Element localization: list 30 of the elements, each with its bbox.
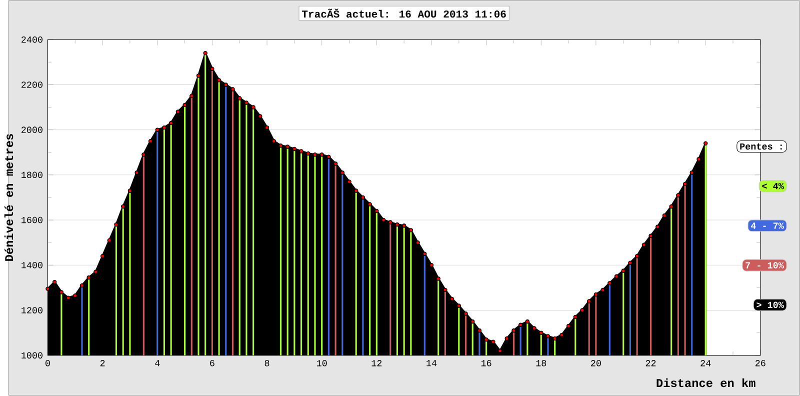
x-tick-label: 24 [700,360,711,366]
x-axis-title: Distance en km [656,378,756,388]
legend-title: Pentes : [740,143,782,150]
y-tick-label: 1200 [22,307,42,314]
y-tick-label: 1600 [22,216,42,224]
x-tick-label: 4 [155,360,160,366]
text: > 10% [756,302,784,308]
y-tick-label: 1800 [22,172,42,178]
x-tick-label: 22 [646,360,656,366]
x-tick-label: 12 [372,360,382,366]
x-tick-label: 8 [264,360,270,366]
text: 4 - 7% [750,222,784,229]
x-tick-label: 2 [100,360,105,366]
x-tick-label: 20 [591,360,601,366]
x-tick-label: 18 [536,360,546,366]
text: 7 - 10% [746,262,784,268]
x-tick-label: 10 [316,360,327,366]
y-tick-label: 1000 [22,352,42,359]
x-tick-label: 26 [756,360,766,366]
text: < 4% [762,183,784,190]
y-tick-label: 2400 [22,36,42,43]
x-tick-label: 0 [46,360,50,366]
x-tick-label: 14 [426,360,437,366]
y-tick-label: 2000 [22,126,42,133]
y-tick-label: 2200 [22,82,42,88]
y-axis-title: Dénivelé en metres [4,134,14,261]
y-tick-label: 1400 [22,262,42,268]
chart-title: TracÃŠ actuel: 16 AOU 2013 11:06 [302,8,506,18]
x-tick-label: 6 [210,360,214,366]
x-tick-label: 16 [481,360,492,366]
